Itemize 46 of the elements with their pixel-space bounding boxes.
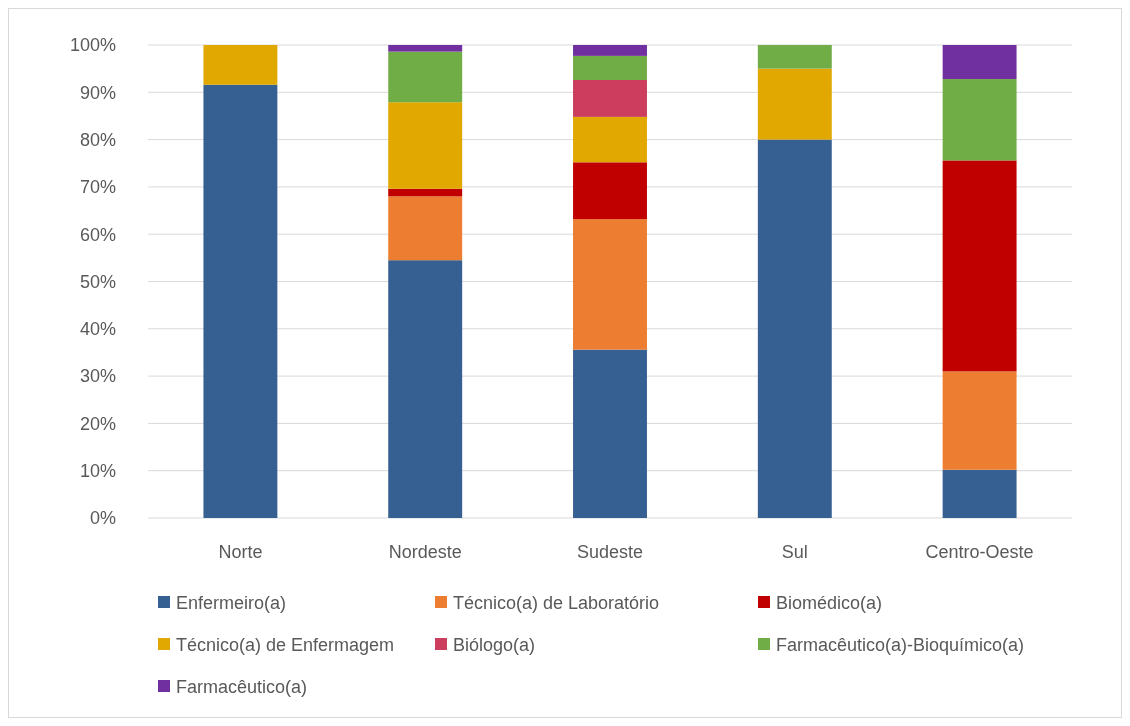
x-tick-label: Sul — [781, 542, 808, 562]
bar — [388, 196, 463, 261]
bar — [203, 45, 278, 85]
legend-label: Técnico(a) de Enfermagem — [176, 635, 395, 656]
y-tick-label: 20% — [79, 413, 116, 434]
bar — [757, 45, 832, 69]
bar — [388, 102, 463, 189]
y-tick-label: 40% — [79, 319, 116, 340]
y-tick-label: 30% — [79, 366, 116, 387]
y-tick-label: 60% — [79, 224, 116, 245]
x-tick-label: Norte — [218, 542, 263, 562]
bar — [388, 45, 463, 52]
bar — [573, 116, 647, 163]
bar — [573, 55, 647, 80]
bar — [388, 51, 463, 103]
bar — [388, 188, 463, 197]
x-tick-label: Centro-Oeste — [925, 542, 1034, 562]
bar — [573, 349, 647, 518]
legend-label: Biomédico(a) — [776, 593, 883, 614]
bar — [942, 79, 1017, 161]
y-tick-label: 90% — [79, 82, 116, 103]
bar — [757, 68, 832, 140]
bar — [942, 469, 1017, 518]
x-tick-label: Nordeste — [388, 542, 462, 562]
bar — [757, 139, 832, 518]
legend-label: Enfermeiro(a) — [176, 593, 287, 614]
bar — [573, 162, 647, 220]
y-tick-label: 50% — [79, 271, 116, 292]
x-tick-label: Sudeste — [576, 542, 644, 562]
y-tick-label: 0% — [89, 508, 116, 529]
bar — [942, 45, 1017, 80]
y-tick-label: 70% — [79, 177, 116, 198]
y-tick-label: 100% — [69, 35, 116, 56]
legend-label: Farmacêutico(a)-Bioquímico(a) — [776, 635, 1025, 656]
legend-label: Farmacêutico(a) — [176, 677, 308, 698]
bar — [573, 45, 647, 56]
bar — [203, 84, 278, 518]
bar — [573, 80, 647, 117]
bar — [942, 160, 1017, 372]
legend-label: Técnico(a) de Laboratório — [453, 593, 660, 614]
y-tick-label: 80% — [79, 129, 116, 150]
bar — [942, 371, 1017, 470]
bar — [573, 219, 647, 350]
legend-label: Biólogo(a) — [453, 635, 536, 656]
y-tick-label: 10% — [79, 461, 116, 481]
bar — [388, 260, 463, 518]
